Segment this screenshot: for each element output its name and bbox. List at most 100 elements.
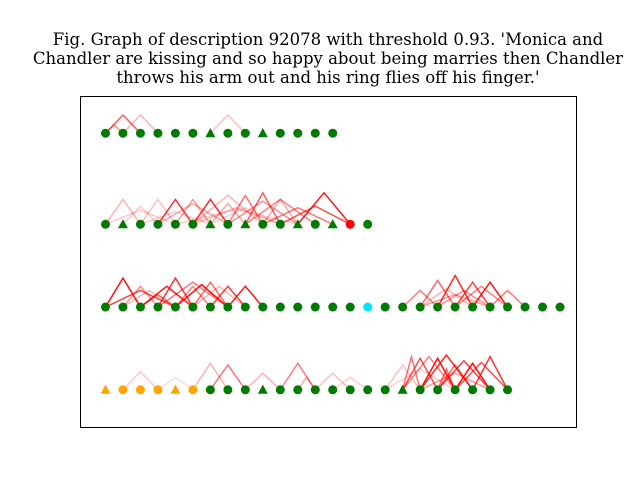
- node-row-2-6: [188, 219, 198, 229]
- node-row-3-14: [328, 302, 338, 312]
- node-row-1-13: [310, 128, 320, 138]
- node-row-3-6: [188, 302, 198, 312]
- chart-title: Fig. Graph of description 92078 with thr…: [33, 30, 623, 87]
- edge-row-4-11: [401, 353, 421, 390]
- edge-row-2-1: [104, 198, 142, 225]
- node-row-3-11: [275, 302, 285, 312]
- node-row-4-23: [485, 385, 495, 395]
- node-row-4-11: [275, 385, 285, 395]
- node-row-4-10: [257, 384, 268, 394]
- node-row-4-16: [363, 385, 373, 395]
- edge-row-3-2: [105, 289, 176, 308]
- edge-row-3-9: [174, 283, 229, 308]
- node-row-3-20: [433, 302, 443, 312]
- node-row-3-10: [258, 302, 268, 312]
- nodes-layer: [100, 128, 565, 395]
- node-row-3-7: [205, 302, 215, 312]
- edge-row-2-7: [157, 202, 229, 225]
- edge-row-2-5: [140, 211, 211, 225]
- edge-row-1-4: [209, 113, 246, 134]
- edge-row-4-4: [209, 363, 246, 391]
- node-row-4-12: [293, 385, 303, 395]
- edge-row-3-22: [471, 280, 509, 308]
- node-row-1-6: [188, 128, 198, 138]
- edge-row-2-21: [192, 206, 281, 225]
- edge-row-3-15: [402, 289, 439, 308]
- node-row-3-12: [293, 302, 303, 312]
- node-row-1-3: [135, 128, 145, 138]
- edge-row-2-4: [139, 198, 177, 225]
- edge-row-4-13: [419, 356, 456, 391]
- node-row-1-1: [100, 128, 110, 138]
- node-row-1-12: [293, 128, 303, 138]
- edge-row-4-8: [314, 372, 351, 391]
- node-row-3-16: [363, 302, 373, 312]
- edge-row-2-9: [192, 198, 229, 225]
- node-row-4-24: [503, 385, 513, 395]
- node-row-2-14: [327, 219, 338, 229]
- node-row-3-2: [118, 302, 128, 312]
- edges-layer: [104, 113, 526, 391]
- node-row-3-15: [345, 302, 355, 312]
- node-row-2-12: [292, 219, 303, 229]
- node-row-1-10: [257, 128, 268, 138]
- edge-row-3-20: [454, 280, 491, 308]
- node-row-1-4: [153, 128, 163, 138]
- edge-row-3-12: [209, 285, 246, 308]
- edge-row-4-23: [384, 368, 456, 391]
- node-row-3-5: [170, 302, 180, 312]
- node-row-4-8: [223, 385, 233, 395]
- node-row-2-4: [153, 219, 163, 229]
- node-row-1-14: [328, 128, 338, 138]
- node-row-3-25: [520, 302, 530, 312]
- edge-row-4-3: [192, 361, 229, 391]
- edge-row-2-2: [105, 209, 176, 225]
- node-row-3-22: [468, 302, 478, 312]
- edge-row-2-12: [210, 206, 281, 225]
- edge-row-3-7: [157, 281, 229, 308]
- edge-row-2-22: [175, 208, 298, 225]
- node-row-3-18: [398, 302, 408, 312]
- edge-row-3-3: [122, 285, 159, 308]
- edge-row-4-10: [384, 363, 421, 391]
- node-row-2-10: [258, 219, 268, 229]
- edge-row-4-5: [244, 372, 281, 391]
- node-row-4-21: [450, 385, 460, 395]
- node-row-2-13: [310, 219, 320, 229]
- edge-row-4-6: [279, 361, 316, 391]
- edge-row-2-18: [262, 206, 334, 225]
- node-row-3-9: [240, 302, 250, 312]
- node-row-3-1: [100, 302, 110, 312]
- edge-row-1-3: [122, 113, 159, 134]
- node-row-3-13: [310, 302, 320, 312]
- node-row-2-7: [205, 219, 216, 229]
- edge-row-3-13: [227, 285, 264, 308]
- node-row-4-9: [240, 385, 250, 395]
- node-row-4-15: [345, 385, 355, 395]
- node-row-3-8: [223, 302, 233, 312]
- edge-row-4-14: [402, 355, 456, 391]
- node-row-1-2: [118, 128, 128, 138]
- edge-row-3-24: [419, 293, 491, 308]
- node-row-3-23: [485, 302, 495, 312]
- edge-row-2-16: [244, 198, 316, 225]
- node-row-2-2: [117, 219, 128, 229]
- edge-row-4-22: [436, 367, 456, 391]
- edge-row-2-14: [227, 200, 299, 225]
- node-row-2-3: [135, 219, 145, 229]
- edge-row-4-21: [419, 372, 491, 391]
- edge-row-3-19: [437, 289, 491, 308]
- node-row-2-9: [240, 219, 251, 229]
- edge-row-4-1: [122, 370, 159, 391]
- title-line-3: throws his arm out and his ring flies of…: [116, 68, 539, 87]
- node-row-3-26: [538, 302, 548, 312]
- node-row-4-4: [153, 385, 163, 395]
- edge-row-1-1: [104, 113, 141, 134]
- node-row-4-7: [205, 385, 215, 395]
- edge-row-2-13: [227, 193, 264, 225]
- node-row-4-20: [433, 385, 443, 395]
- edge-row-2-15: [244, 191, 281, 225]
- edge-row-3-23: [489, 289, 526, 308]
